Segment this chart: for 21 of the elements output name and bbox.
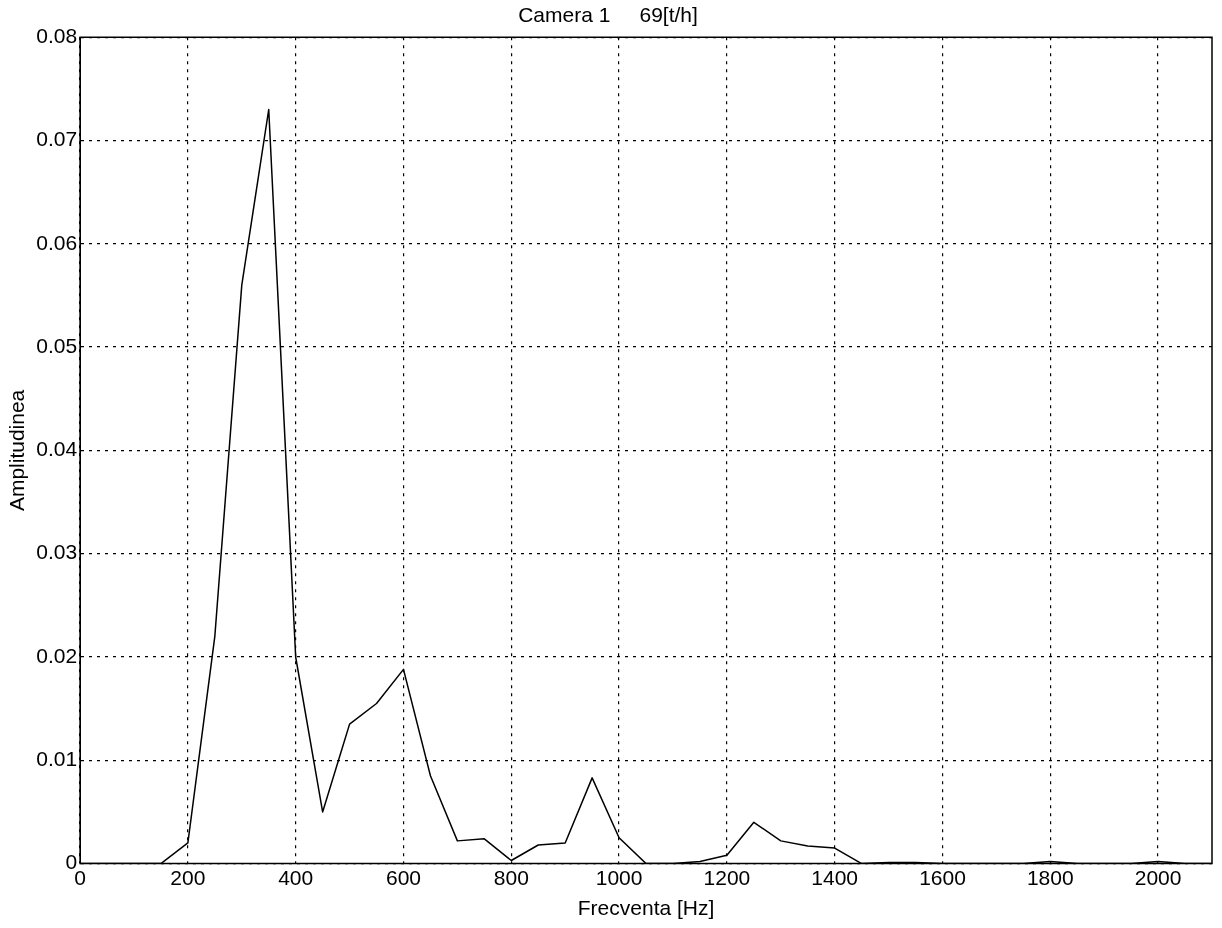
y-tick-label: 0.05 — [36, 333, 78, 357]
y-tick-label: 0.08 — [36, 24, 78, 47]
y-tick-label: 0.04 — [36, 437, 78, 461]
y-tick-label: 0.03 — [36, 540, 78, 564]
y-tick-label: 0.06 — [36, 230, 78, 254]
x-tick-label: 600 — [385, 866, 421, 889]
chart-title: Camera 1 69[t/h] — [518, 3, 698, 27]
x-tick-label: 400 — [278, 866, 314, 889]
x-tick-label: 800 — [493, 866, 529, 889]
x-axis-title: Frecventa [Hz] — [577, 896, 715, 920]
x-tick-label: 1800 — [1026, 866, 1074, 889]
x-tick-label: 200 — [170, 866, 206, 889]
x-tick-label: 1600 — [919, 866, 966, 889]
y-tick-label: 0.07 — [36, 127, 78, 151]
y-tick-label: 0.02 — [36, 643, 78, 667]
x-tick-label: 1200 — [703, 866, 751, 889]
x-tick-label: 1400 — [811, 866, 859, 889]
y-axis-title: Amplitudinea — [5, 389, 29, 512]
y-tick-label: 0.01 — [36, 747, 78, 771]
x-tick-label: 1000 — [595, 866, 643, 889]
x-tick-label: 2000 — [1134, 866, 1182, 889]
